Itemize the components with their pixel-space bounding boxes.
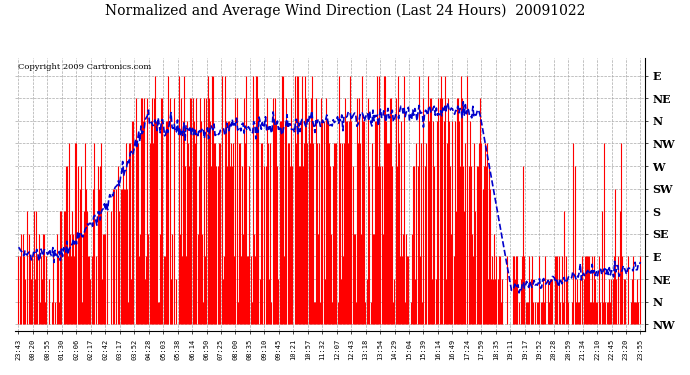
Text: Copyright 2009 Cartronics.com: Copyright 2009 Cartronics.com — [19, 63, 152, 71]
Text: Normalized and Average Wind Direction (Last 24 Hours)  20091022: Normalized and Average Wind Direction (L… — [105, 4, 585, 18]
